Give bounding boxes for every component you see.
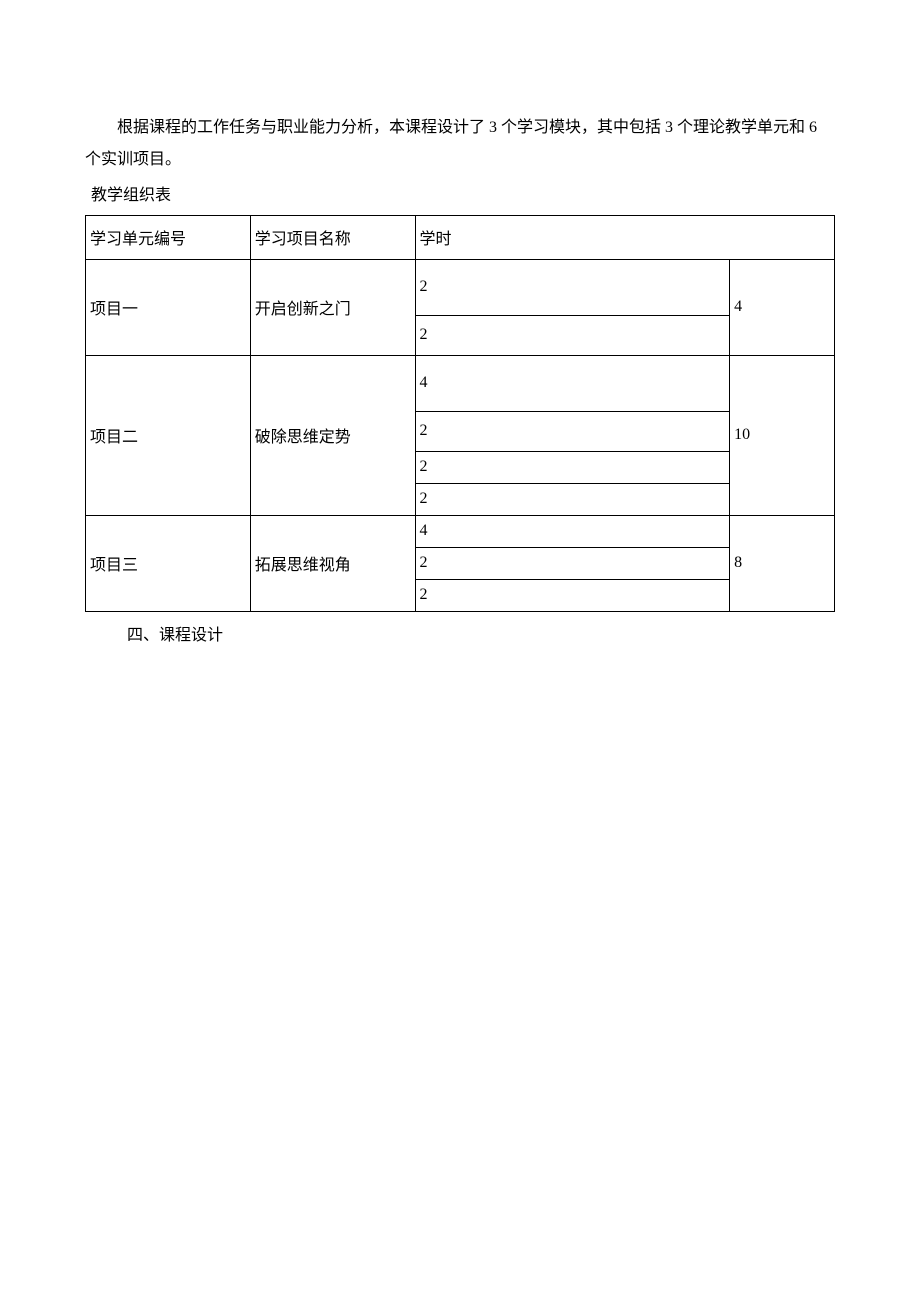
- intro-paragraph: 根据课程的工作任务与职业能力分析，本课程设计了 3 个学习模块，其中包括 3 个…: [85, 112, 835, 176]
- section-heading: 四、课程设计: [127, 622, 835, 651]
- teaching-org-table: 学习单元编号 学习项目名称 学时 项目一 开启创新之门 2 4 2 项目二 破除…: [85, 215, 835, 612]
- cell-subhour: 2: [415, 451, 730, 483]
- table-row: 项目一 开启创新之门 2 4: [86, 259, 835, 315]
- cell-subhour: 2: [415, 411, 730, 451]
- cell-unit: 项目三: [86, 515, 251, 611]
- table-header-row: 学习单元编号 学习项目名称 学时: [86, 215, 835, 259]
- cell-subhour: 2: [415, 483, 730, 515]
- header-hours: 学时: [415, 215, 834, 259]
- document-body: 根据课程的工作任务与职业能力分析，本课程设计了 3 个学习模块，其中包括 3 个…: [85, 112, 835, 651]
- table-row: 项目三 拓展思维视角 4 8: [86, 515, 835, 547]
- cell-subhour: 4: [415, 355, 730, 411]
- cell-subhour: 4: [415, 515, 730, 547]
- cell-total: 10: [730, 355, 835, 515]
- cell-total: 4: [730, 259, 835, 355]
- cell-name: 拓展思维视角: [250, 515, 415, 611]
- cell-name: 开启创新之门: [250, 259, 415, 355]
- header-name: 学习项目名称: [250, 215, 415, 259]
- header-unit: 学习单元编号: [86, 215, 251, 259]
- cell-subhour: 2: [415, 547, 730, 579]
- cell-name: 破除思维定势: [250, 355, 415, 515]
- cell-unit: 项目一: [86, 259, 251, 355]
- cell-subhour: 2: [415, 579, 730, 611]
- table-row: 项目二 破除思维定势 4 10: [86, 355, 835, 411]
- cell-total: 8: [730, 515, 835, 611]
- table-caption: 教学组织表: [91, 182, 835, 211]
- cell-subhour: 2: [415, 259, 730, 315]
- cell-unit: 项目二: [86, 355, 251, 515]
- cell-subhour: 2: [415, 315, 730, 355]
